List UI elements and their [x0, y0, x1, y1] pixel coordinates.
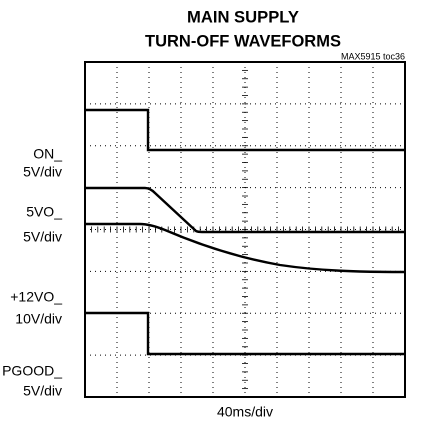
waveform — [85, 311, 405, 356]
time-scale: 40ms/div — [217, 404, 273, 420]
waveform — [85, 222, 406, 274]
channel-name: PGOOD_ — [2, 363, 62, 379]
title-line: MAIN SUPPLY — [187, 7, 300, 26]
channel-name: ON_ — [33, 146, 62, 162]
channel-name: 5VO_ — [26, 204, 62, 220]
title-line: TURN-OFF WAVEFORMS — [145, 31, 341, 50]
waveform — [85, 108, 405, 152]
channel-scale: 5V/div — [23, 229, 62, 245]
plot-frame — [84, 61, 406, 398]
channel-scale: 5V/div — [23, 164, 62, 180]
channel-name: +12VO_ — [10, 289, 62, 305]
figure-tag: MAX5915 toc36 — [341, 51, 405, 61]
waveform — [85, 186, 405, 234]
channel-scale: 10V/div — [15, 311, 62, 327]
graticule — [84, 61, 406, 398]
channel-scale: 5V/div — [23, 383, 62, 399]
